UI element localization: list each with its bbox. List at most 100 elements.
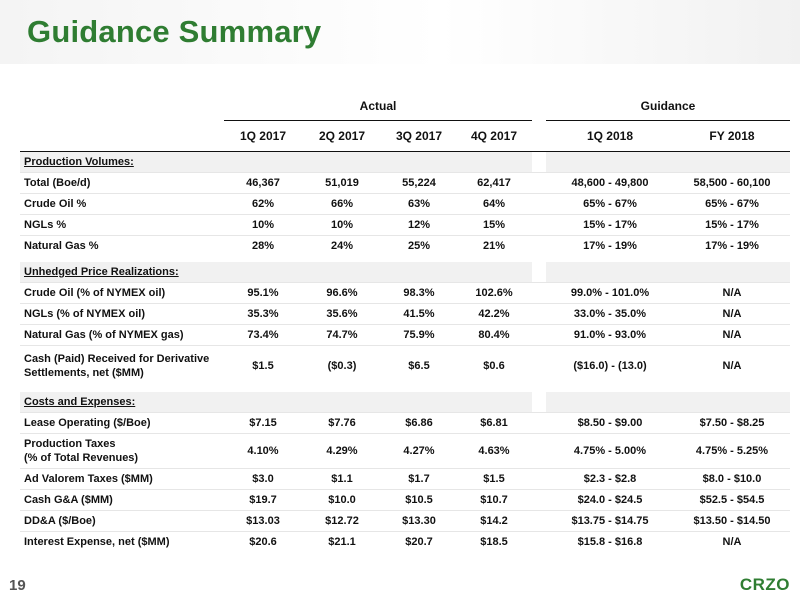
cell-value: 80.4% <box>456 324 532 346</box>
cell-value: 65% - 67% <box>674 193 790 215</box>
cell-value: 15% <box>456 214 532 236</box>
cell-value: 10% <box>224 214 302 236</box>
section-title: Production Volumes: <box>20 151 532 173</box>
cell-value: 17% - 19% <box>674 235 790 256</box>
cell-value: 4.63% <box>456 433 532 469</box>
cell-value: 28% <box>224 235 302 256</box>
cell-value: 10% <box>302 214 382 236</box>
cell-value: 58,500 - 60,100 <box>674 172 790 194</box>
cell-value: N/A <box>674 324 790 346</box>
cell-value: 35.3% <box>224 303 302 325</box>
table-row: Total (Boe/d) 46,367 51,019 55,224 62,41… <box>20 172 790 194</box>
table-row: Natural Gas (% of NYMEX gas) 73.4% 74.7%… <box>20 324 790 346</box>
cell-value: 4.27% <box>382 433 456 469</box>
column-header: 1Q 2018 <box>546 120 674 152</box>
cell-value: 25% <box>382 235 456 256</box>
column-header: 2Q 2017 <box>302 120 382 152</box>
cell-value: $13.50 - $14.50 <box>674 510 790 532</box>
section-header-row: Production Volumes: <box>20 151 790 173</box>
row-label-line: (% of Total Revenues) <box>24 452 139 464</box>
table-row: Cash G&A ($MM) $19.7 $10.0 $10.5 $10.7 $… <box>20 489 790 511</box>
cell-value: 4.75% - 5.25% <box>674 433 790 469</box>
column-header: FY 2018 <box>674 120 790 152</box>
cell-value: 64% <box>456 193 532 215</box>
cell-value: $20.7 <box>382 531 456 552</box>
table-row: NGLs (% of NYMEX oil) 35.3% 35.6% 41.5% … <box>20 303 790 325</box>
cell-value: N/A <box>674 531 790 552</box>
cell-value: $2.3 - $2.8 <box>546 468 674 490</box>
cell-value: 73.4% <box>224 324 302 346</box>
cell-value: $10.5 <box>382 489 456 511</box>
cell-value: 48,600 - 49,800 <box>546 172 674 194</box>
page-title: Guidance Summary <box>27 14 322 49</box>
row-label-line: Settlements, net ($MM) <box>24 367 144 379</box>
cell-value: N/A <box>674 282 790 304</box>
row-label-line: Cash (Paid) Received for Derivative <box>24 353 210 365</box>
row-label: Crude Oil % <box>20 193 224 215</box>
table-row: Lease Operating ($/Boe) $7.15 $7.76 $6.8… <box>20 412 790 434</box>
cell-value: $13.30 <box>382 510 456 532</box>
row-label: NGLs % <box>20 214 224 236</box>
cell-value: $24.0 - $24.5 <box>546 489 674 511</box>
cell-value: 66% <box>302 193 382 215</box>
group-actual: Actual <box>224 92 532 121</box>
cell-value: 17% - 19% <box>546 235 674 256</box>
cell-value: $10.7 <box>456 489 532 511</box>
cell-value: $8.50 - $9.00 <box>546 412 674 434</box>
cell-value: 91.0% - 93.0% <box>546 324 674 346</box>
section-title: Unhedged Price Realizations: <box>20 262 532 283</box>
cell-value: 95.1% <box>224 282 302 304</box>
company-logo: CRZO <box>739 575 790 594</box>
guidance-table: Actual Guidance 1Q 2017 2Q 2017 3Q 2017 … <box>20 92 790 552</box>
row-label: Production Taxes (% of Total Revenues) <box>20 433 224 469</box>
table-row: Crude Oil % 62% 66% 63% 64% 65% - 67% 65… <box>20 193 790 215</box>
cell-value: $14.2 <box>456 510 532 532</box>
row-label: Cash (Paid) Received for Derivative Settl… <box>20 345 224 386</box>
cell-value: $52.5 - $54.5 <box>674 489 790 511</box>
cell-value: 41.5% <box>382 303 456 325</box>
cell-value: 102.6% <box>456 282 532 304</box>
cell-value: 12% <box>382 214 456 236</box>
row-label: Natural Gas (% of NYMEX gas) <box>20 324 224 346</box>
cell-value: $1.5 <box>224 345 302 386</box>
table-row: DD&A ($/Boe) $13.03 $12.72 $13.30 $14.2 … <box>20 510 790 532</box>
cell-value: $1.1 <box>302 468 382 490</box>
cell-value: 15% - 17% <box>546 214 674 236</box>
cell-value: 4.10% <box>224 433 302 469</box>
row-label-line: Production Taxes <box>24 438 116 450</box>
table-row: Crude Oil (% of NYMEX oil) 95.1% 96.6% 9… <box>20 282 790 304</box>
cell-value: $1.7 <box>382 468 456 490</box>
header-band <box>0 0 800 64</box>
cell-value: $0.6 <box>456 345 532 386</box>
row-label: Interest Expense, net ($MM) <box>20 531 224 552</box>
cell-value: $7.76 <box>302 412 382 434</box>
cell-value: $15.8 - $16.8 <box>546 531 674 552</box>
cell-value: $18.5 <box>456 531 532 552</box>
cell-value: $13.03 <box>224 510 302 532</box>
group-header-row: Actual Guidance <box>20 92 790 121</box>
cell-value: $12.72 <box>302 510 382 532</box>
cell-value: 62,417 <box>456 172 532 194</box>
cell-value: $13.75 - $14.75 <box>546 510 674 532</box>
cell-value: ($16.0) - (13.0) <box>546 345 674 386</box>
table-row: Production Taxes (% of Total Revenues) 4.… <box>20 433 790 469</box>
section-header-row: Unhedged Price Realizations: <box>20 262 790 283</box>
cell-value: $6.86 <box>382 412 456 434</box>
cell-value: 63% <box>382 193 456 215</box>
table-row: Interest Expense, net ($MM) $20.6 $21.1 … <box>20 531 790 552</box>
cell-value: 55,224 <box>382 172 456 194</box>
cell-value: $21.1 <box>302 531 382 552</box>
column-header: 4Q 2017 <box>456 120 532 152</box>
row-label: Crude Oil (% of NYMEX oil) <box>20 282 224 304</box>
cell-value: 24% <box>302 235 382 256</box>
group-guidance: Guidance <box>546 92 790 121</box>
cell-value: $19.7 <box>224 489 302 511</box>
column-header: 1Q 2017 <box>224 120 302 152</box>
cell-value: 62% <box>224 193 302 215</box>
row-label: NGLs (% of NYMEX oil) <box>20 303 224 325</box>
cell-value: N/A <box>674 303 790 325</box>
cell-value: 35.6% <box>302 303 382 325</box>
section-header-row: Costs and Expenses: <box>20 392 790 413</box>
section-title: Costs and Expenses: <box>20 392 532 413</box>
row-label: DD&A ($/Boe) <box>20 510 224 532</box>
